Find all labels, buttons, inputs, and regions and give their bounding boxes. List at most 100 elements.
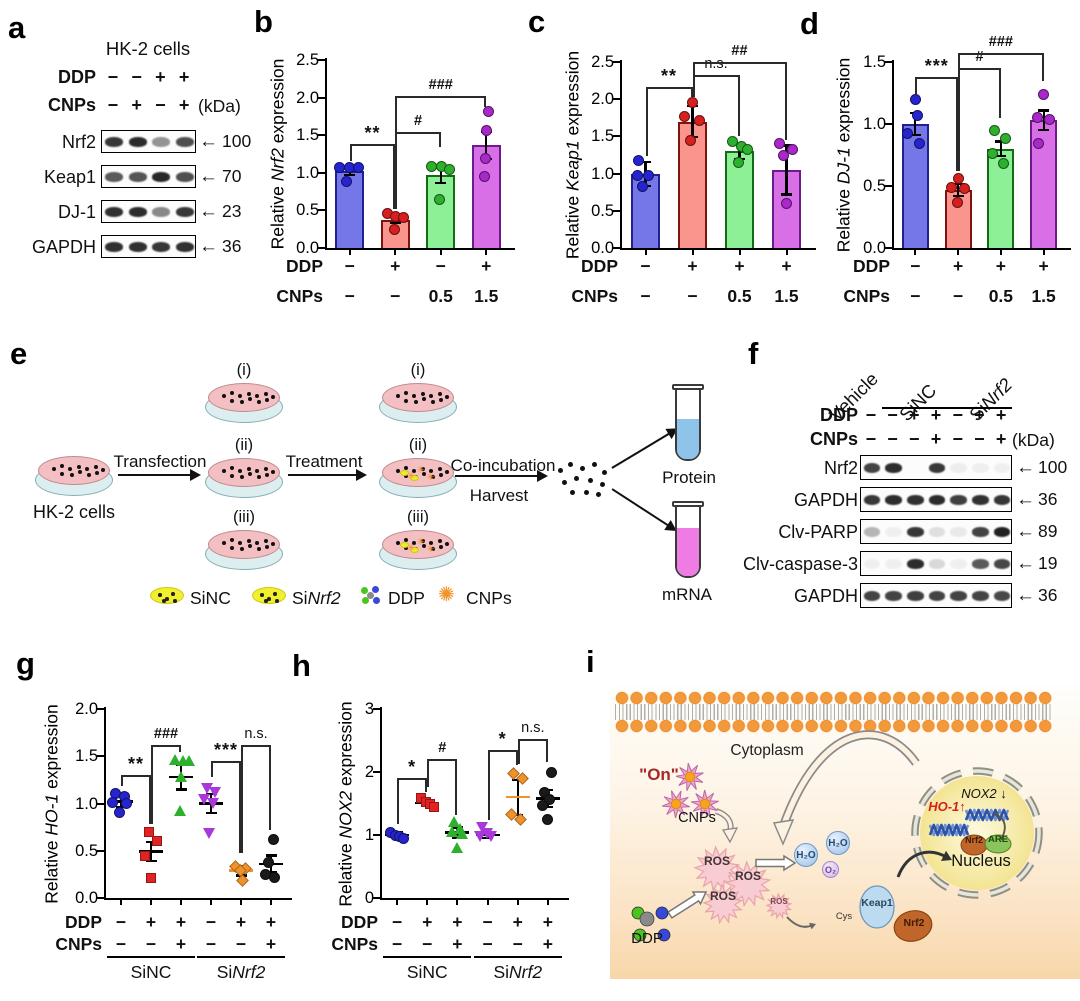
y-tick (373, 834, 380, 836)
ros-small-label: ROS (770, 897, 788, 906)
cell-dot (239, 475, 244, 480)
sirna-dot (158, 593, 162, 597)
blot-band (863, 527, 881, 537)
error-cap (145, 860, 157, 863)
blot-box (101, 165, 196, 188)
protein-label: Nrf2 (61, 131, 96, 152)
y-tick-label: 2.5 (296, 51, 319, 69)
x-row-value: 1.5 (474, 286, 499, 306)
mean-line (505, 795, 530, 799)
dish-label: (iii) (233, 508, 255, 526)
left-arrow-icon: ← (1016, 456, 1035, 478)
treatment-arrow (288, 468, 367, 483)
blot-band (104, 172, 123, 182)
y-tick (613, 247, 620, 249)
y-tick-label: 0.5 (75, 841, 98, 860)
data-point (353, 162, 365, 174)
data-point (206, 798, 219, 809)
x-row-value: − (205, 912, 217, 932)
blot-band (993, 591, 1011, 601)
sig-label: # (413, 113, 423, 130)
group-label: SiNC (130, 962, 172, 982)
y-axis (620, 60, 622, 248)
data-point (542, 813, 554, 825)
error-cap (640, 160, 651, 163)
cell-dot (420, 538, 425, 543)
x-tick (485, 248, 488, 255)
x-row-header: DDP (65, 912, 102, 932)
treatment-value: − (887, 429, 898, 449)
y-tick (613, 209, 620, 212)
blot-band (885, 527, 902, 537)
sig-label: n.s. (521, 720, 545, 737)
x-axis (892, 248, 1071, 250)
x-row-value: − (512, 934, 523, 954)
treatment-value: − (865, 429, 877, 449)
sig-leg (545, 739, 548, 762)
blot-band (885, 591, 902, 601)
sirna-dot (173, 599, 177, 603)
error-bar (785, 145, 788, 195)
tube-rim (672, 501, 704, 507)
y-tick-label: 0.0 (591, 239, 614, 257)
sig-leg (427, 759, 430, 788)
error-cap (145, 841, 157, 844)
ros-label: ROS (703, 854, 731, 868)
protein-label: DJ-1 (57, 201, 96, 222)
blot-band (128, 137, 147, 147)
y-tick-label: 2 (364, 763, 374, 781)
treatment-value: − (887, 405, 898, 425)
petri-dish (35, 456, 113, 496)
to-protein-arrow (611, 432, 671, 470)
data-point (632, 170, 643, 182)
cell-dot (248, 396, 253, 401)
sig-leg (956, 76, 959, 172)
sig-leg (998, 68, 1001, 118)
treatment-value: − (131, 67, 142, 87)
kda-value: 36 (1038, 488, 1058, 509)
cell-dot (270, 541, 275, 546)
sig-leg (121, 775, 123, 787)
h2o-molecule: H₂O (794, 843, 818, 867)
cell-dot (230, 466, 234, 471)
coincubation-label: Co-incubation (450, 456, 556, 475)
cell-dot (404, 398, 408, 403)
hollow-arrow (667, 891, 708, 919)
cnp-core (670, 798, 682, 810)
bar-chart-nrf2: 0.0 0.5 1.0 1.5 2.0 2.5 Relative Nrf2 expressi… (258, 0, 540, 330)
keap1-protein (859, 885, 895, 929)
y-axis-title: Relative HO-1 expression (41, 703, 62, 904)
sig-bracket (397, 778, 428, 781)
y-axis (892, 60, 894, 248)
x-row-value: 0.5 (988, 286, 1014, 306)
treatment-value: − (107, 95, 119, 115)
x-row-value: + (734, 256, 745, 276)
left-arrow-icon: ← (199, 165, 218, 187)
ros-label: ROS (734, 869, 762, 883)
legend-label: CNPs (466, 588, 512, 608)
data-point (687, 97, 698, 109)
cell-dot (255, 394, 260, 399)
x-row-header: CNPs (843, 286, 890, 306)
x-row-header: DDP (853, 256, 890, 276)
data-point (341, 176, 353, 188)
atom (362, 597, 369, 604)
panel-i-label: i (586, 644, 595, 679)
treatment-value: + (131, 95, 142, 115)
x-tick (691, 248, 694, 255)
blot-band (152, 172, 171, 182)
kda-value: 100 (222, 130, 252, 151)
x-row-value: + (175, 934, 187, 954)
data-point (450, 842, 463, 854)
cnps-arrowhead (721, 827, 739, 844)
protein-label: GAPDH (793, 585, 858, 606)
data-point (945, 181, 957, 193)
y-tick (318, 96, 325, 99)
nox2-line: NOX2 ↓ (961, 786, 1007, 802)
x-row-value: − (422, 934, 433, 954)
cell-dot (255, 469, 260, 474)
cell-dot (238, 540, 243, 545)
atom (373, 597, 380, 604)
kda-value: 36 (222, 235, 242, 256)
error-cap (435, 181, 447, 184)
